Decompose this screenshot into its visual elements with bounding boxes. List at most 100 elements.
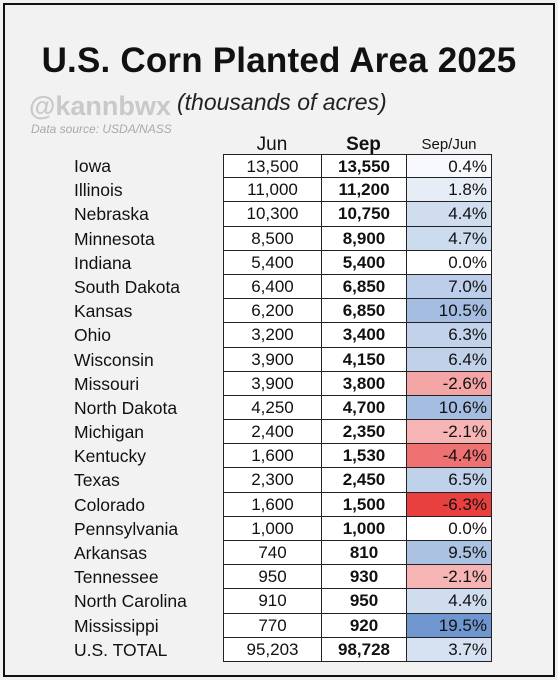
state-label: Missouri: [74, 373, 140, 394]
pct-change-cell: 4.4%: [406, 589, 492, 614]
table-row: Wisconsin 3,900 4,150 6.4%: [5, 347, 553, 372]
jun-cell: 6,200: [223, 299, 321, 324]
pct-change-cell: 3.7%: [406, 637, 492, 662]
sep-cell: 3,800: [321, 371, 406, 396]
pct-change-cell: 1.8%: [406, 178, 492, 203]
jun-cell: 950: [223, 565, 321, 590]
sep-cell: 5,400: [321, 250, 406, 275]
state-label: North Dakota: [74, 397, 178, 418]
table-row: Ohio 3,200 3,400 6.3%: [5, 323, 553, 348]
pct-change-cell: 10.5%: [406, 299, 492, 324]
jun-cell: 3,900: [223, 347, 321, 372]
jun-cell: 1,600: [223, 492, 321, 517]
state-label: Minnesota: [74, 228, 155, 249]
table-row: Kansas 6,200 6,850 10.5%: [5, 299, 553, 324]
jun-cell: 2,400: [223, 420, 321, 445]
state-label: Michigan: [74, 422, 145, 443]
state-label: Mississippi: [74, 615, 159, 636]
jun-cell: 10,300: [223, 202, 321, 227]
pct-change-cell: 6.5%: [406, 468, 492, 493]
table-row: Mississippi 770 920 19.5%: [5, 613, 553, 638]
jun-cell: 6,400: [223, 274, 321, 300]
table-row: Tennessee 950 930 -2.1%: [5, 565, 553, 590]
state-label: Illinois: [74, 180, 123, 201]
chart-title: U.S. Corn Planted Area 2025: [41, 41, 517, 80]
jun-cell: 5,400: [223, 250, 321, 275]
sep-cell: 10,750: [321, 202, 406, 227]
sep-cell: 4,150: [321, 347, 406, 372]
pct-change-cell: 4.4%: [406, 202, 492, 227]
table-row: South Dakota 6,400 6,850 7.0%: [5, 274, 553, 300]
table-body: Iowa 13,500 13,550 0.4% Illinois 11,000 11,200…: [5, 154, 553, 662]
state-label: U.S. TOTAL: [74, 639, 168, 660]
table-row: Kentucky 1,600 1,530 -4.4%: [5, 444, 553, 469]
pct-change-cell: 7.0%: [406, 274, 492, 300]
jun-cell: 3,900: [223, 371, 321, 396]
sep-cell: 8,900: [321, 226, 406, 251]
state-label: North Carolina: [74, 591, 187, 612]
pct-change-cell: 6.3%: [406, 323, 492, 348]
sep-cell: 3,400: [321, 323, 406, 348]
sep-cell: 6,850: [321, 274, 406, 300]
pct-change-cell: 0.4%: [406, 154, 492, 179]
jun-cell: 3,200: [223, 323, 321, 348]
state-label: Pennsylvania: [74, 518, 179, 539]
sep-cell: 930: [321, 565, 406, 590]
table-row: Colorado 1,600 1,500 -6.3%: [5, 492, 553, 517]
sep-cell: 11,200: [321, 178, 406, 203]
state-label: Texas: [74, 470, 120, 491]
sep-cell: 1,500: [321, 492, 406, 517]
sep-cell: 2,350: [321, 420, 406, 445]
pct-change-cell: -2.1%: [406, 420, 492, 445]
jun-cell: 1,000: [223, 516, 321, 541]
table-row: Texas 2,300 2,450 6.5%: [5, 468, 553, 493]
column-header-sep-jun: Sep/Jun: [421, 136, 477, 153]
column-header-jun: Jun: [256, 134, 288, 155]
jun-cell: 13,500: [223, 154, 321, 179]
sep-cell: 950: [321, 589, 406, 614]
pct-change-cell: 0.0%: [406, 516, 492, 541]
data-source: Data source: USDA/NASS: [31, 122, 172, 136]
sep-cell: 2,450: [321, 468, 406, 493]
sep-cell: 1,000: [321, 516, 406, 541]
jun-cell: 8,500: [223, 226, 321, 251]
table-row: Arkansas 740 810 9.5%: [5, 541, 553, 566]
state-label: Tennessee: [74, 567, 159, 588]
table-row: Indiana 5,400 5,400 0.0%: [5, 250, 553, 275]
table-row: Pennsylvania 1,000 1,000 0.0%: [5, 516, 553, 541]
column-header-sep: Sep: [346, 134, 381, 155]
table-row: North Carolina 910 950 4.4%: [5, 589, 553, 614]
sep-cell: 920: [321, 613, 406, 638]
pct-change-cell: 6.4%: [406, 347, 492, 372]
jun-cell: 910: [223, 589, 321, 614]
pct-change-cell: -6.3%: [406, 492, 492, 517]
pct-change-cell: 4.7%: [406, 226, 492, 251]
jun-cell: 11,000: [223, 178, 321, 203]
pct-change-cell: 0.0%: [406, 250, 492, 275]
jun-cell: 740: [223, 541, 321, 566]
table-row: North Dakota 4,250 4,700 10.6%: [5, 395, 553, 421]
sep-cell: 4,700: [321, 395, 406, 421]
state-label: Nebraska: [74, 204, 149, 225]
jun-cell: 770: [223, 613, 321, 638]
table-row: Iowa 13,500 13,550 0.4%: [5, 154, 553, 179]
pct-change-cell: -2.6%: [406, 371, 492, 396]
sep-cell: 1,530: [321, 444, 406, 469]
sep-cell: 6,850: [321, 299, 406, 324]
jun-cell: 2,300: [223, 468, 321, 493]
pct-change-cell: 19.5%: [406, 613, 492, 638]
pct-change-cell: -2.1%: [406, 565, 492, 590]
chart-frame: U.S. Corn Planted Area 2025 @kannbwx (th…: [3, 3, 555, 677]
pct-change-cell: 10.6%: [406, 395, 492, 421]
state-label: South Dakota: [74, 276, 181, 297]
jun-cell: 4,250: [223, 395, 321, 421]
state-label: Ohio: [74, 325, 111, 346]
table-row: U.S. TOTAL 95,203 98,728 3.7%: [5, 637, 553, 662]
pct-change-cell: 9.5%: [406, 541, 492, 566]
chart-subtitle: (thousands of acres): [177, 89, 387, 115]
table-row: Missouri 3,900 3,800 -2.6%: [5, 371, 553, 396]
sep-cell: 98,728: [321, 637, 406, 662]
table-row: Nebraska 10,300 10,750 4.4%: [5, 202, 553, 227]
state-label: Colorado: [74, 494, 146, 515]
jun-cell: 95,203: [223, 637, 321, 662]
